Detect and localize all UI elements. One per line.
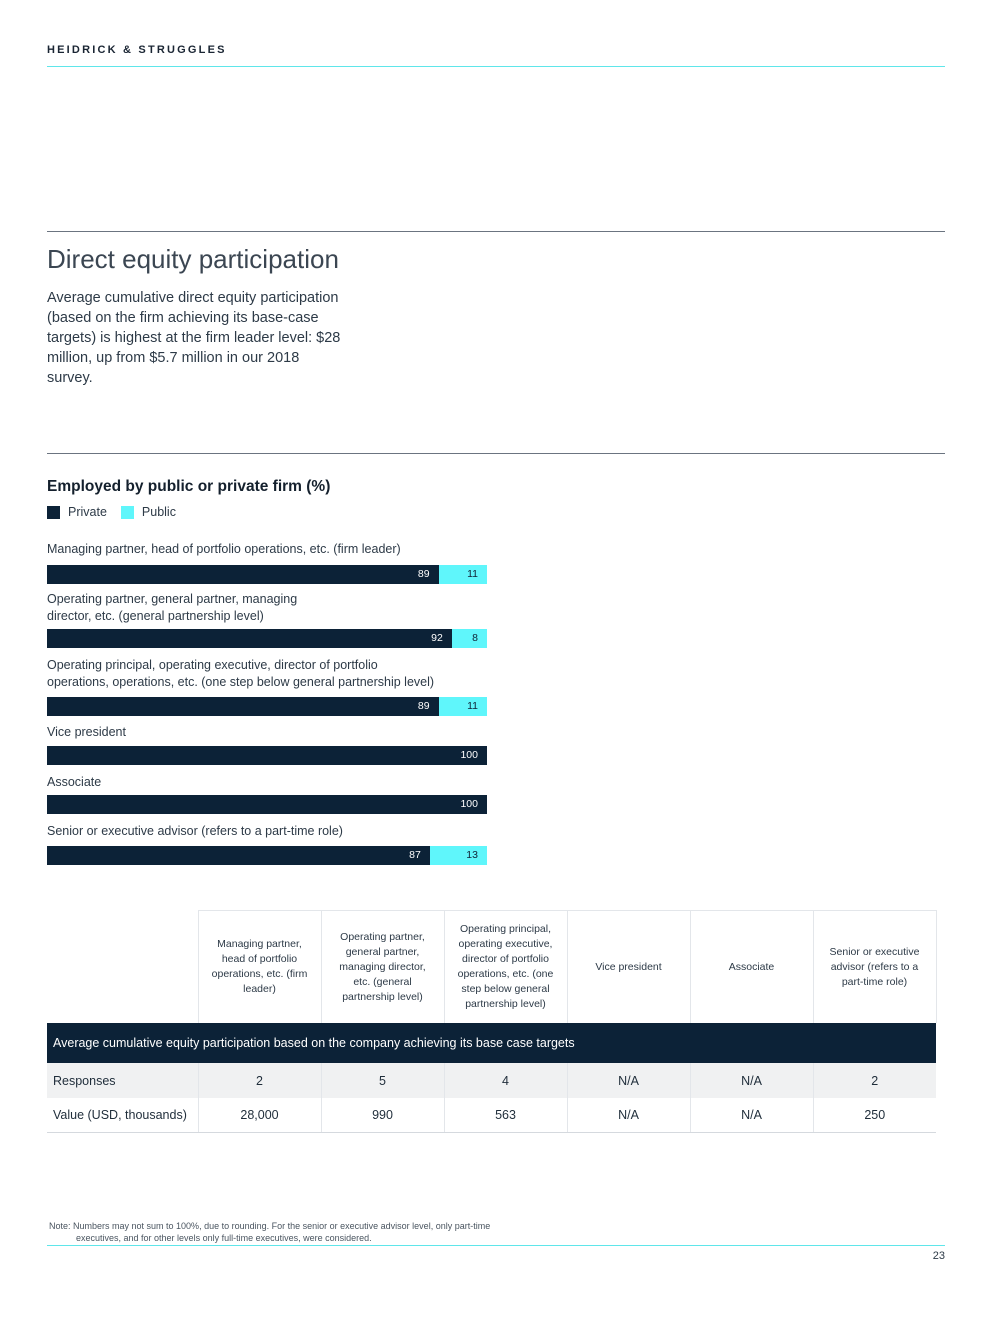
brand-header: HEIDRICK & STRUGGLES <box>47 44 227 56</box>
category-label: Managing partner, head of portfolio oper… <box>47 541 401 558</box>
column-header: Managing partner, head of portfolio oper… <box>197 910 322 1023</box>
table-section-label: Average cumulative equity participation … <box>47 1023 936 1063</box>
table-cell: 250 <box>812 1098 936 1133</box>
bar-segment-public: 8 <box>451 629 487 648</box>
page-number: 23 <box>932 1250 945 1262</box>
section-title: Direct equity participation <box>47 244 339 274</box>
stacked-bar: 100 <box>47 746 487 765</box>
table-cell: 2 <box>197 1063 321 1098</box>
data-label: 100 <box>460 798 478 810</box>
table-cell: 563 <box>443 1098 567 1133</box>
footnote-line-2: executives, and for other levels only fu… <box>76 1233 372 1243</box>
table-header-row: Managing partner, head of portfolio oper… <box>47 910 937 1024</box>
column-header: Senior or executive advisor (refers to a… <box>812 910 937 1023</box>
stacked-bar: 100 <box>47 795 487 814</box>
section-intro: Average cumulative direct equity partici… <box>47 290 341 386</box>
legend-label-private: Private <box>68 505 107 519</box>
footnote: Note: Numbers may not sum to 100%, due t… <box>49 1220 549 1244</box>
table-cell: 4 <box>443 1063 567 1098</box>
bar-segment-private: 100 <box>47 795 487 814</box>
category-label-line: Associate <box>47 775 102 789</box>
table-row: Value (USD, thousands) 28,000 990 563 N/… <box>47 1098 936 1133</box>
bar-segment-public: 11 <box>438 565 487 584</box>
table-cell: N/A <box>689 1063 813 1098</box>
data-label: 8 <box>472 632 478 644</box>
footer-divider <box>47 1245 945 1246</box>
equity-table: Managing partner, head of portfolio oper… <box>47 910 937 1133</box>
category-label: Senior or executive advisor (refers to a… <box>47 823 343 840</box>
row-label: Value (USD, thousands) <box>47 1098 198 1133</box>
bar-segment-private: 92 <box>47 629 452 648</box>
section-divider-top <box>47 231 945 232</box>
category-label-line: operations, operations, etc. (one step b… <box>47 675 435 689</box>
category-label-line: Vice president <box>47 725 126 739</box>
category-label-line: Managing partner, head of portfolio oper… <box>47 542 401 556</box>
category-label: Associate <box>47 774 101 791</box>
category-label: Operating partner, general partner, mana… <box>47 591 297 625</box>
stacked-bar: 87 13 <box>47 846 487 865</box>
table-cell: 990 <box>320 1098 444 1133</box>
category-label-line: Operating principal, operating executive… <box>47 658 378 672</box>
legend-swatch-private <box>47 505 60 519</box>
table-row: Responses 2 5 4 N/A N/A 2 <box>47 1063 936 1098</box>
bar-segment-private: 89 <box>47 697 439 716</box>
table-corner <box>47 911 198 1024</box>
bar-segment-public: 11 <box>438 697 487 716</box>
table-cell: N/A <box>566 1063 690 1098</box>
column-header: Operating principal, operating executive… <box>443 910 568 1023</box>
data-label: 13 <box>466 849 478 861</box>
stacked-bar: 92 8 <box>47 629 487 648</box>
data-label: 100 <box>460 749 478 761</box>
footnote-line-1: Note: Numbers may not sum to 100%, due t… <box>49 1221 491 1231</box>
category-label-line: director, etc. (general partnership leve… <box>47 609 264 623</box>
data-label: 92 <box>431 632 443 644</box>
column-header: Associate <box>689 910 814 1023</box>
legend-swatch-public <box>120 505 134 519</box>
table-section-row: Average cumulative equity participation … <box>47 1023 936 1063</box>
data-label: 11 <box>467 568 478 580</box>
legend-item-private: Private <box>47 505 107 519</box>
bar-segment-private: 87 <box>47 846 430 865</box>
chart-title: Employed by public or private firm (%) <box>47 478 331 495</box>
section-divider-bottom <box>47 453 945 454</box>
stacked-bar: 89 11 <box>47 697 487 716</box>
table-cell: 5 <box>320 1063 444 1098</box>
category-label: Operating principal, operating executive… <box>47 657 434 691</box>
column-header: Vice president <box>566 910 691 1023</box>
data-label: 87 <box>409 849 421 861</box>
row-label: Responses <box>47 1063 198 1098</box>
bar-segment-public: 13 <box>429 846 487 865</box>
header-divider <box>47 66 945 67</box>
data-label: 89 <box>417 700 430 712</box>
bar-segment-private: 89 <box>47 565 439 584</box>
chart-legend: Private Public <box>47 505 190 519</box>
data-label: 89 <box>417 568 430 580</box>
table-cell: N/A <box>689 1098 813 1133</box>
table-cell: 2 <box>812 1063 936 1098</box>
legend-label-public: Public <box>141 505 176 519</box>
column-header: Operating partner, general partner, mana… <box>320 910 445 1023</box>
category-label: Vice president <box>47 724 126 741</box>
stacked-bar: 89 11 <box>47 565 487 584</box>
bar-segment-private: 100 <box>47 746 487 765</box>
data-label: 11 <box>467 700 478 712</box>
category-label-line: Senior or executive advisor (refers to a… <box>47 824 343 838</box>
table-cell: 28,000 <box>197 1098 321 1133</box>
table-cell: N/A <box>566 1098 690 1133</box>
legend-item-public: Public <box>120 505 176 519</box>
category-label-line: Operating partner, general partner, mana… <box>47 592 298 606</box>
